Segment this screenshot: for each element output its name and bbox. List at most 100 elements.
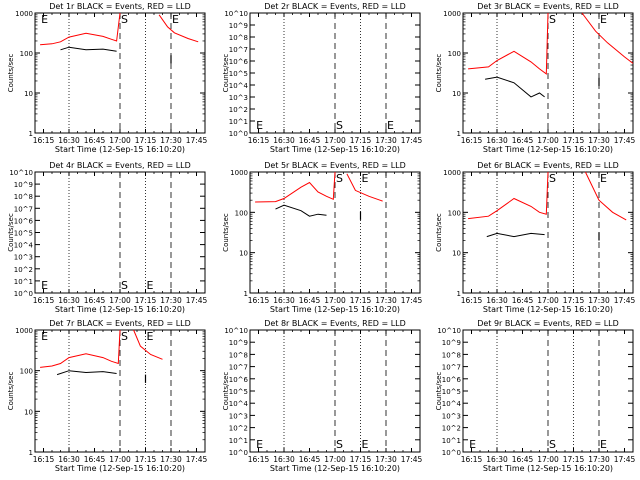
x-tick-label: 16:45 <box>299 296 321 305</box>
y-tick-label: 10^9 <box>14 181 33 189</box>
y-tick-label: 10^3 <box>229 94 248 102</box>
event-marker: S <box>336 119 343 132</box>
x-tick-label: 17:15 <box>350 296 372 305</box>
x-axis-label: Start Time (12-Sep-15 16:10:20) <box>483 305 613 314</box>
x-tick-label: 17:30 <box>588 296 610 305</box>
y-tick-label: 1 <box>244 290 248 298</box>
y-tick-label: 10^4 <box>14 242 34 250</box>
y-axis-label: Counts/sec <box>435 372 443 411</box>
x-tick-label: 16:45 <box>512 455 534 464</box>
y-tick-label: 10^3 <box>229 412 248 420</box>
y-tick-label: 1000 <box>15 327 33 335</box>
y-tick-label: 10^0 <box>229 449 248 457</box>
x-tick-label: 17:15 <box>563 136 585 145</box>
x-tick-label: 16:15 <box>461 296 483 305</box>
panel-title: Det 3r BLACK = Events, RED = LLD <box>477 2 619 11</box>
lld-series-line <box>584 171 627 221</box>
y-tick-label: 10^10 <box>224 10 248 18</box>
event-marker: E <box>256 438 263 451</box>
y-tick-label: 10^10 <box>224 327 248 335</box>
y-tick-label: 10 <box>24 90 33 98</box>
events-series-line <box>275 204 327 217</box>
panel-title: Det 7r BLACK = Events, RED = LLD <box>49 319 191 328</box>
y-tick-label: 10^4 <box>229 400 249 408</box>
x-tick-label: 17:00 <box>324 136 346 145</box>
x-tick-label: 17:00 <box>537 136 559 145</box>
x-tick-label: 17:45 <box>186 455 208 464</box>
events-series-line <box>485 76 545 98</box>
y-tick-label: 10^5 <box>14 230 33 238</box>
event-marker: S <box>121 279 128 292</box>
y-axis-label: Counts/sec <box>7 213 15 252</box>
y-tick-label: 10^8 <box>229 351 248 359</box>
event-marker: S <box>121 13 128 26</box>
x-tick-label: 16:45 <box>84 455 106 464</box>
x-tick-label: 16:45 <box>512 296 534 305</box>
y-tick-label: 1 <box>457 290 461 298</box>
y-tick-label: 1 <box>457 130 461 138</box>
lld-series-line <box>133 329 163 360</box>
y-tick-label: 100 <box>448 209 461 217</box>
event-marker: E <box>41 13 48 26</box>
y-tick-label: 10^3 <box>442 412 461 420</box>
x-tick-label: 17:15 <box>350 455 372 464</box>
y-tick-label: 10^5 <box>229 388 248 396</box>
x-axis-label: Start Time (12-Sep-15 16:10:20) <box>270 145 400 154</box>
x-tick-label: 16:30 <box>486 136 508 145</box>
event-marker: S <box>549 13 556 26</box>
x-tick-label: 16:15 <box>33 455 55 464</box>
panel-title: Det 9r BLACK = Events, RED = LLD <box>477 319 619 328</box>
x-tick-label: 16:30 <box>58 136 80 145</box>
y-tick-label: 10^9 <box>229 22 248 30</box>
x-axis-label: Start Time (12-Sep-15 16:10:20) <box>270 305 400 314</box>
event-marker: E <box>172 13 179 26</box>
y-tick-label: 10^1 <box>229 437 248 445</box>
y-axis-label: Counts/sec <box>222 54 230 93</box>
y-tick-label: 10^0 <box>229 130 248 138</box>
x-tick-label: 17:15 <box>135 455 157 464</box>
y-tick-label: 1000 <box>230 169 248 177</box>
y-tick-label: 10^1 <box>14 278 33 286</box>
lld-series-line <box>158 14 199 43</box>
x-tick-label: 16:15 <box>33 136 55 145</box>
y-tick-label: 10^2 <box>442 425 461 433</box>
events-series-line <box>56 370 117 376</box>
x-tick-label: 17:00 <box>324 455 346 464</box>
x-tick-label: 16:15 <box>33 296 55 305</box>
x-tick-label: 17:15 <box>350 136 372 145</box>
event-marker: E <box>147 330 154 343</box>
x-tick-label: 17:15 <box>563 296 585 305</box>
y-tick-label: 10^3 <box>14 254 33 262</box>
y-tick-label: 10^8 <box>442 351 461 359</box>
y-axis-label: Counts/sec <box>222 372 230 411</box>
y-tick-label: 10 <box>452 250 461 258</box>
x-tick-label: 17:30 <box>160 136 182 145</box>
panel-title: Det 2r BLACK = Events, RED = LLD <box>264 2 406 11</box>
x-tick-label: 16:30 <box>58 455 80 464</box>
y-tick-label: 10^7 <box>442 364 461 372</box>
y-tick-label: 10^6 <box>229 376 249 384</box>
event-marker: E <box>600 172 607 185</box>
x-tick-label: 17:00 <box>109 455 131 464</box>
x-tick-label: 17:45 <box>401 296 423 305</box>
y-axis-label: Counts/sec <box>222 213 230 252</box>
y-tick-label: 10^7 <box>229 46 248 54</box>
x-axis-label: Start Time (12-Sep-15 16:10:20) <box>483 464 613 473</box>
x-tick-label: 17:30 <box>160 296 182 305</box>
x-tick-label: 17:15 <box>135 136 157 145</box>
events-series-line <box>60 46 117 52</box>
x-axis-label: Start Time (12-Sep-15 16:10:20) <box>55 305 185 314</box>
y-tick-label: 10^5 <box>229 70 248 78</box>
x-tick-label: 16:45 <box>84 136 106 145</box>
y-tick-label: 10^7 <box>229 364 248 372</box>
y-tick-label: 100 <box>448 50 461 58</box>
events-series-line <box>486 232 545 238</box>
lld-series-line <box>255 171 336 203</box>
panel-title: Det 8r BLACK = Events, RED = LLD <box>264 319 406 328</box>
